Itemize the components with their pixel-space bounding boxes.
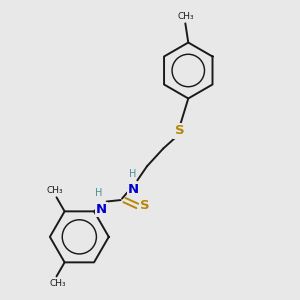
Text: H: H — [95, 188, 102, 198]
Text: S: S — [175, 124, 184, 137]
Text: CH₃: CH₃ — [177, 12, 194, 21]
Text: H: H — [129, 169, 137, 179]
Text: CH₃: CH₃ — [47, 186, 63, 195]
Text: N: N — [96, 203, 107, 216]
Text: S: S — [140, 200, 149, 212]
Text: CH₃: CH₃ — [50, 279, 66, 288]
Text: N: N — [128, 183, 139, 196]
